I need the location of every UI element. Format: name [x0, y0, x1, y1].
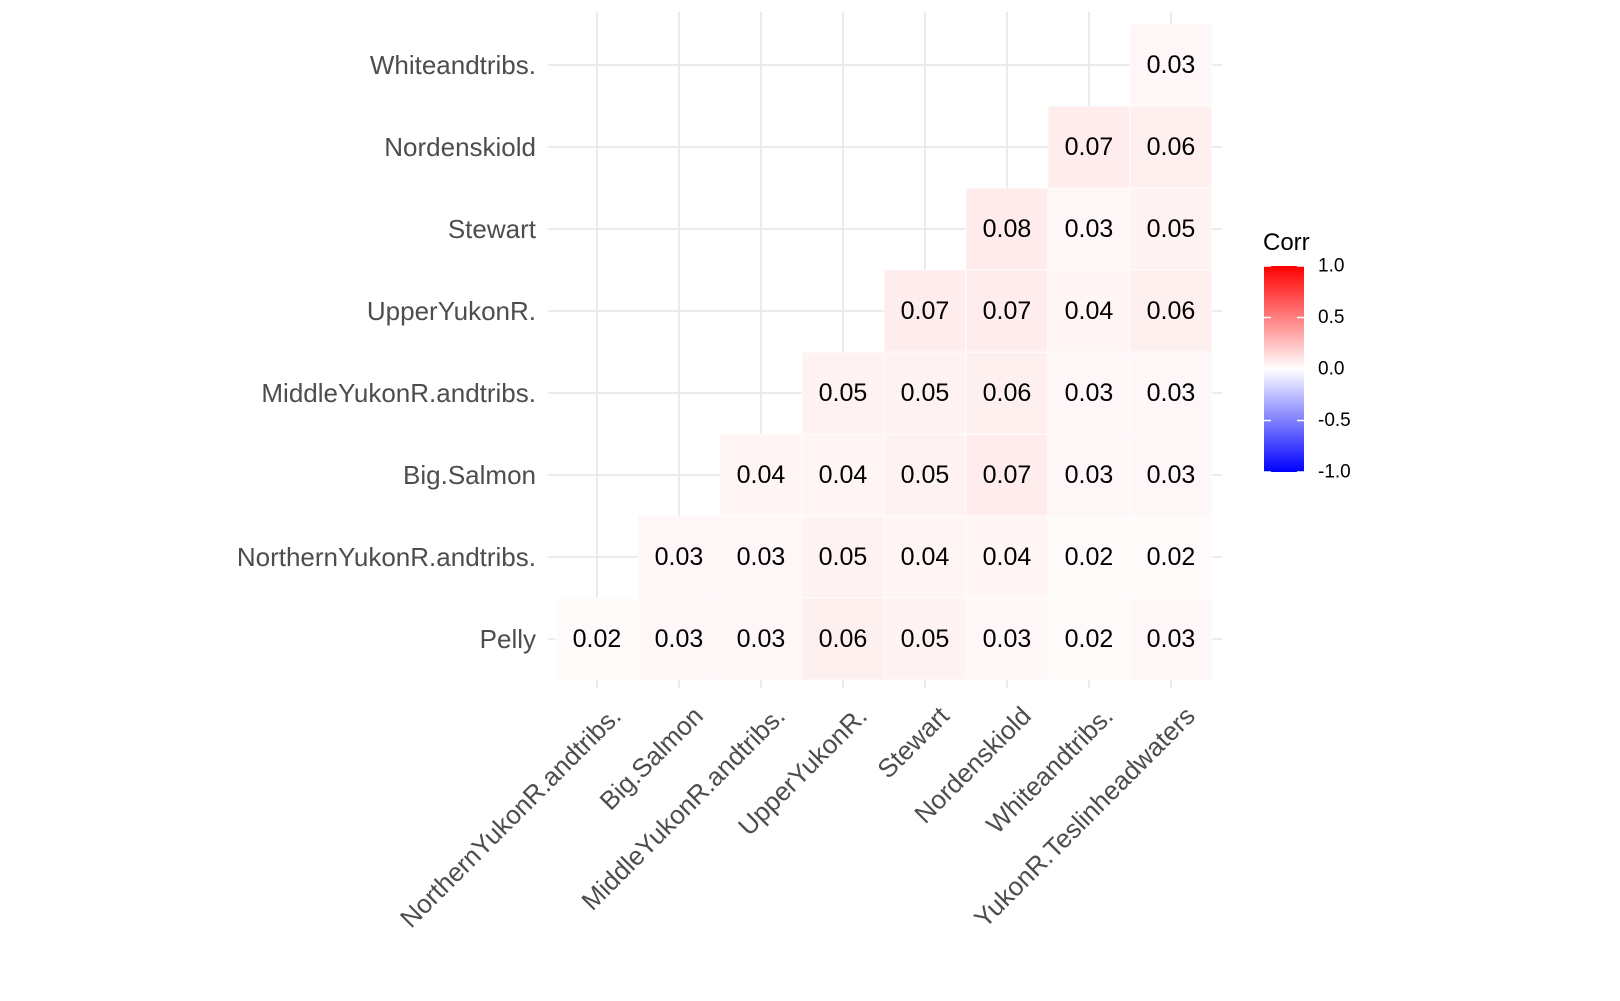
y-tick-label: Pelly — [480, 624, 536, 654]
cell-value-label: 0.02 — [1147, 543, 1196, 571]
heatmap-cell — [883, 515, 967, 599]
heatmap-cell — [1047, 597, 1131, 681]
cell-value-label: 0.07 — [983, 461, 1032, 489]
cell-value-label: 0.03 — [1065, 215, 1114, 243]
legend-title: Corr — [1263, 229, 1310, 256]
heatmap-cell — [883, 433, 967, 517]
cell-value-label: 0.06 — [819, 625, 868, 653]
y-tick-label: NorthernYukonR.andtribs. — [237, 542, 536, 572]
legend-tick-label: 0.0 — [1318, 359, 1344, 380]
heatmap-cell — [801, 433, 885, 517]
heatmap-cell — [965, 515, 1049, 599]
heatmap-cell — [965, 187, 1049, 271]
legend-tick-label: 0.5 — [1318, 307, 1344, 328]
cell-value-label: 0.06 — [983, 379, 1032, 407]
heatmap-cell — [1129, 351, 1213, 435]
cell-value-label: 0.05 — [819, 379, 868, 407]
cell-value-label: 0.03 — [655, 543, 704, 571]
cell-value-label: 0.05 — [901, 461, 950, 489]
cell-value-label: 0.04 — [901, 543, 950, 571]
heatmap-cell — [1129, 433, 1213, 517]
heatmap-cell — [1047, 187, 1131, 271]
legend-tick-label: -0.5 — [1318, 410, 1351, 431]
cell-value-label: 0.02 — [573, 625, 622, 653]
y-axis-labels: Pelly NorthernYukonR.andtribs. Big.Salmon M… — [237, 50, 537, 654]
heatmap-cell — [1129, 187, 1213, 271]
y-tick-label: UpperYukonR. — [367, 296, 536, 326]
heatmap-cell — [719, 433, 803, 517]
heatmap-cells: 0.02 0.03 0.03 0.06 0.05 0.03 0.02 0.03 0.03 0.03… — [555, 23, 1213, 681]
heatmap-cell — [801, 597, 885, 681]
heatmap-cell — [965, 269, 1049, 353]
y-tick-label: Stewart — [448, 214, 537, 244]
cell-value-label: 0.05 — [901, 625, 950, 653]
cell-value-label: 0.07 — [1065, 133, 1114, 161]
cell-value-label: 0.02 — [1065, 543, 1114, 571]
legend-tick-label: -1.0 — [1318, 462, 1351, 483]
heatmap-cell — [883, 269, 967, 353]
cell-value-label: 0.07 — [983, 297, 1032, 325]
y-tick-label: Big.Salmon — [403, 460, 536, 490]
cell-value-label: 0.03 — [1147, 51, 1196, 79]
x-axis-labels: NorthernYukonR.andtribs.Big.SalmonMiddle… — [394, 700, 1201, 933]
heatmap-cell — [1047, 269, 1131, 353]
cell-value-label: 0.03 — [737, 625, 786, 653]
y-tick-label: Nordenskiold — [384, 132, 536, 162]
heatmap-cell — [1129, 23, 1213, 107]
heatmap-cell — [1047, 433, 1131, 517]
y-tick-label: MiddleYukonR.andtribs. — [261, 378, 536, 408]
heatmap-cell — [637, 597, 721, 681]
cell-value-label: 0.03 — [1147, 461, 1196, 489]
cell-value-label: 0.05 — [901, 379, 950, 407]
heatmap-cell — [965, 433, 1049, 517]
legend-ticks: 1.0 0.5 0.0 -0.5 -1.0 — [1264, 256, 1351, 483]
heatmap-cell — [965, 597, 1049, 681]
legend-tick-label: 1.0 — [1318, 256, 1344, 277]
heatmap-cell — [1129, 597, 1213, 681]
heatmap-cell — [719, 515, 803, 599]
heatmap-cell — [1129, 105, 1213, 189]
cell-value-label: 0.04 — [983, 543, 1032, 571]
heatmap-cell — [965, 351, 1049, 435]
cell-value-label: 0.06 — [1147, 133, 1196, 161]
cell-value-label: 0.03 — [983, 625, 1032, 653]
cell-value-label: 0.03 — [1147, 625, 1196, 653]
cell-value-label: 0.03 — [1147, 379, 1196, 407]
cell-value-label: 0.05 — [819, 543, 868, 571]
cell-value-label: 0.06 — [1147, 297, 1196, 325]
x-tick-label: Stewart — [871, 700, 955, 784]
heatmap-cell — [637, 515, 721, 599]
cell-value-label: 0.08 — [983, 215, 1032, 243]
cell-value-label: 0.03 — [1065, 461, 1114, 489]
cell-value-label: 0.07 — [901, 297, 950, 325]
cell-value-label: 0.03 — [737, 543, 786, 571]
y-tick-label: Whiteandtribs. — [370, 50, 536, 80]
heatmap-cell — [801, 351, 885, 435]
cell-value-label: 0.04 — [737, 461, 786, 489]
legend: Corr 1.0 0.5 0.0 -0.5 -1.0 — [1263, 229, 1351, 483]
cell-value-label: 0.03 — [1065, 379, 1114, 407]
cell-value-label: 0.05 — [1147, 215, 1196, 243]
cell-value-label: 0.04 — [819, 461, 868, 489]
heatmap-cell — [1129, 269, 1213, 353]
heatmap-cell — [1047, 515, 1131, 599]
heatmap-cell — [1047, 105, 1131, 189]
cell-value-label: 0.04 — [1065, 297, 1114, 325]
heatmap-cell — [1129, 515, 1213, 599]
heatmap-cell — [555, 597, 639, 681]
cell-value-label: 0.02 — [1065, 625, 1114, 653]
cell-value-label: 0.03 — [655, 625, 704, 653]
